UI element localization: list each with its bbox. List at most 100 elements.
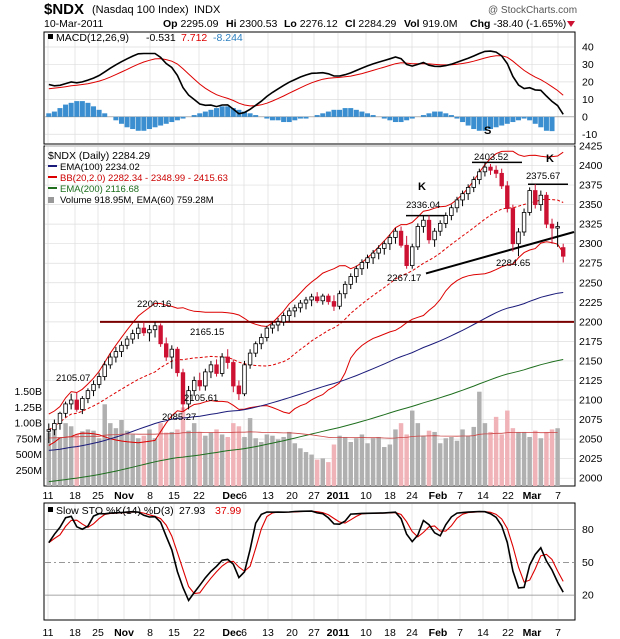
volume-bar bbox=[488, 431, 493, 486]
candle bbox=[208, 360, 214, 379]
macd-legend-name: MACD(12,26,9) bbox=[56, 32, 129, 44]
sto-legend-k: 27.93 bbox=[179, 505, 205, 517]
candles bbox=[46, 162, 566, 444]
volume-bar bbox=[449, 436, 454, 486]
candle bbox=[449, 204, 454, 221]
volume-bar bbox=[225, 436, 230, 486]
macd-hist-bar bbox=[471, 116, 477, 130]
price-y-tick: 2050 bbox=[579, 434, 603, 446]
volume-bar bbox=[186, 430, 191, 486]
macd-hist-bar bbox=[510, 116, 516, 123]
volume-bar bbox=[147, 429, 152, 486]
macd-hist-bar bbox=[74, 101, 80, 117]
candle bbox=[549, 218, 555, 244]
x-label-bottom: 18 bbox=[384, 627, 396, 639]
candle bbox=[493, 165, 499, 179]
candle bbox=[124, 335, 130, 350]
volume-bar bbox=[354, 438, 359, 486]
price-y-tick: 2175 bbox=[579, 336, 603, 348]
macd-hist-bar bbox=[163, 116, 169, 124]
volume-bar bbox=[348, 442, 353, 486]
volume-bar bbox=[197, 431, 202, 486]
volume-bar bbox=[74, 434, 79, 486]
x-label-top: 13 bbox=[262, 490, 274, 502]
volume-bar bbox=[410, 410, 415, 486]
macd-hist-bar bbox=[420, 115, 426, 117]
x-label-top: Mar bbox=[523, 490, 542, 502]
volume-bar bbox=[404, 434, 409, 486]
candle bbox=[203, 368, 208, 391]
candle-body bbox=[387, 237, 393, 245]
volume-bar bbox=[286, 431, 292, 486]
macd-hist-bar bbox=[85, 102, 91, 117]
candle bbox=[259, 333, 264, 350]
label-2085: 2085.27 bbox=[162, 412, 196, 423]
volume-bar bbox=[505, 410, 510, 486]
volume-y-tick: 250M bbox=[16, 465, 42, 477]
volume-bar bbox=[533, 430, 538, 486]
volume-bar bbox=[326, 462, 331, 486]
label-2105b: 2105.61 bbox=[184, 393, 218, 404]
candle-body bbox=[46, 429, 51, 432]
candle-body bbox=[102, 364, 107, 377]
volume-bar bbox=[136, 438, 141, 486]
x-label-bottom: 20 bbox=[286, 627, 298, 639]
macd-hist-bar bbox=[314, 115, 320, 117]
volume-bar bbox=[102, 404, 107, 486]
candle bbox=[102, 360, 107, 381]
candle bbox=[460, 190, 465, 207]
candle-body bbox=[365, 257, 370, 263]
candle bbox=[74, 392, 79, 412]
volume-bar bbox=[359, 434, 365, 486]
volume-bar bbox=[365, 443, 370, 486]
volume-ema-line bbox=[48, 431, 558, 439]
candle bbox=[225, 349, 230, 369]
x-label-top: 20 bbox=[286, 490, 298, 502]
volume-bar bbox=[493, 416, 499, 486]
candle-body bbox=[242, 364, 247, 395]
volume-y-tick: 750M bbox=[16, 433, 42, 445]
macd-hist-bar bbox=[426, 113, 432, 117]
candle bbox=[147, 324, 152, 342]
volume-bar bbox=[303, 452, 309, 486]
x-label-bottom: 2011 bbox=[327, 627, 350, 639]
candle-body bbox=[208, 364, 214, 373]
macd-hist-bar bbox=[180, 116, 186, 119]
candle-body bbox=[460, 193, 465, 201]
price-y-tick: 2125 bbox=[579, 375, 603, 387]
candle bbox=[303, 296, 309, 310]
candle bbox=[382, 240, 387, 255]
x-label-top: 25 bbox=[92, 490, 104, 502]
macd-hist-bar bbox=[443, 113, 449, 117]
candle-body bbox=[477, 171, 482, 181]
sto-legend-name: Slow STO %K(14) %D(3) bbox=[56, 505, 174, 517]
macd-hist-bar bbox=[124, 116, 130, 128]
candle-body bbox=[152, 325, 158, 331]
candle-body bbox=[454, 199, 460, 209]
candle bbox=[152, 321, 158, 338]
candle bbox=[270, 321, 275, 334]
volume-bar bbox=[96, 438, 102, 486]
candle-body bbox=[124, 338, 130, 346]
price-y-tick: 2350 bbox=[579, 199, 603, 211]
x-label-top: 6 bbox=[241, 490, 247, 502]
bb-legend: BB(20,2.0) 2282.34 - 2348.99 - 2415.63 bbox=[60, 173, 228, 184]
candle-body bbox=[130, 333, 135, 340]
macd-hist-bar bbox=[225, 106, 231, 117]
volume-bar bbox=[281, 436, 286, 486]
ema200-legend: EMA(200) 2116.68 bbox=[60, 184, 139, 195]
x-label-top: 18 bbox=[69, 490, 81, 502]
macd-hist-bar bbox=[135, 116, 141, 131]
candle-body bbox=[303, 299, 309, 304]
volume-bar bbox=[432, 431, 437, 486]
label-2284: 2284.65 bbox=[496, 258, 530, 269]
candle bbox=[253, 341, 258, 358]
candle bbox=[410, 243, 415, 269]
candle-body bbox=[432, 230, 437, 241]
volume-bar bbox=[119, 420, 124, 486]
volume-bar bbox=[203, 435, 208, 486]
volume-bar bbox=[376, 436, 381, 486]
x-label-bottom: 11 bbox=[43, 627, 54, 639]
macd-line bbox=[48, 50, 564, 115]
candle-body bbox=[275, 321, 281, 326]
